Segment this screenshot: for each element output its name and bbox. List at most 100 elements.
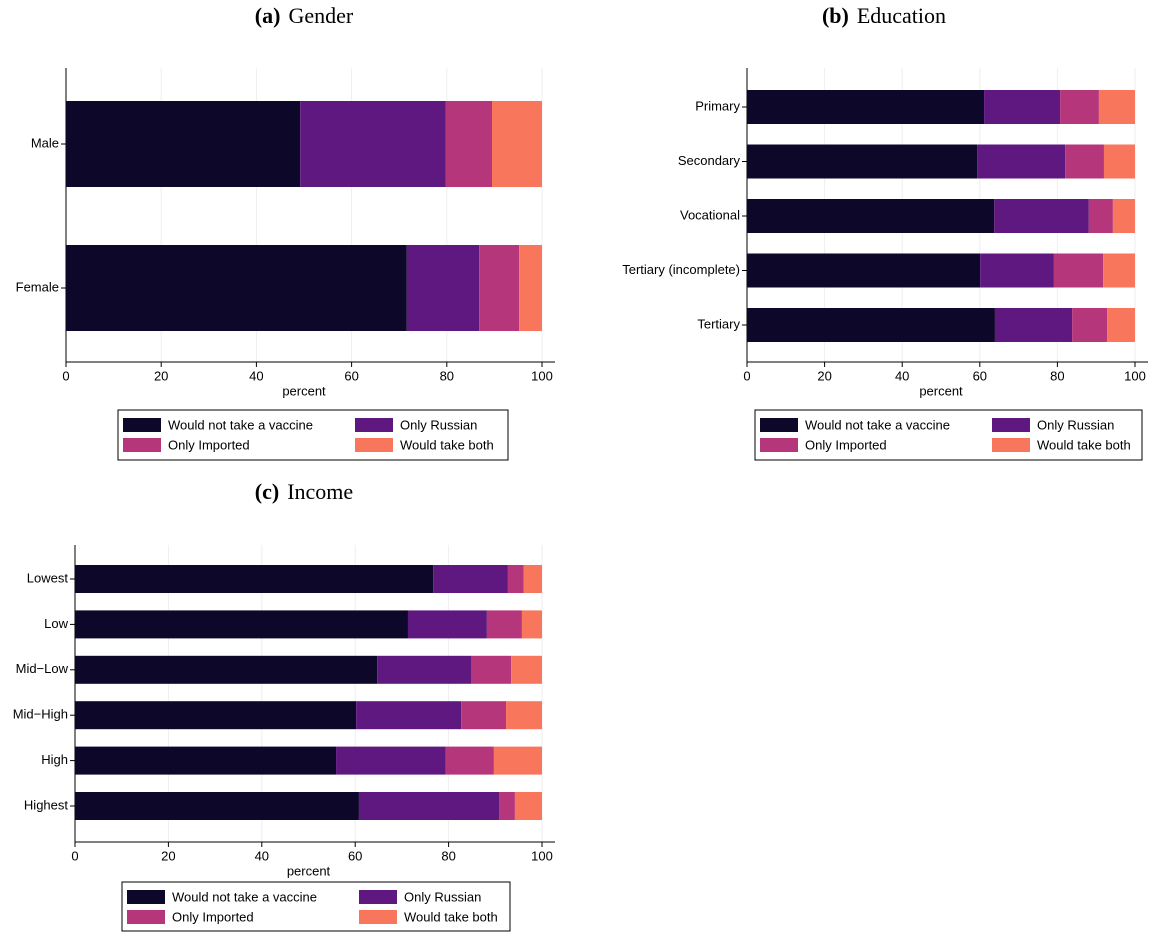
bar-segment <box>1103 144 1135 179</box>
legend-label: Only Imported <box>168 437 250 452</box>
legend-swatch <box>355 418 393 432</box>
bar-segment <box>984 90 1061 124</box>
x-tick-label: 20 <box>154 368 168 383</box>
legend-swatch <box>760 418 798 432</box>
bar-segment <box>445 746 494 775</box>
bar-segment <box>1098 90 1135 124</box>
bar-segment <box>75 746 337 775</box>
bar-segment <box>75 610 408 639</box>
y-tick-label: Highest <box>24 797 68 812</box>
legend-label: Only Russian <box>404 889 481 904</box>
bar-segment <box>1088 199 1113 233</box>
legend-swatch <box>359 890 397 904</box>
y-tick-label: Low <box>44 616 68 631</box>
bar-segment <box>300 101 446 187</box>
legend-label: Would take both <box>400 437 494 452</box>
x-tick-label: 100 <box>531 848 553 863</box>
bar-segment <box>493 746 542 775</box>
bar-segment <box>1107 308 1135 342</box>
legend-label: Only Russian <box>1037 417 1114 432</box>
legend-swatch <box>127 890 165 904</box>
legend-label: Would take both <box>404 909 498 924</box>
x-tick-label: 60 <box>344 368 358 383</box>
bar-segment <box>514 792 542 820</box>
bar-segment <box>1065 144 1104 179</box>
bar-segment <box>747 90 985 124</box>
bar-segment <box>747 199 995 233</box>
title-label: (a) <box>255 3 281 28</box>
x-tick-label: 40 <box>255 848 269 863</box>
bar-segment <box>506 701 542 730</box>
bar-segment <box>445 101 493 187</box>
bar-segment <box>461 701 507 730</box>
x-tick-label: 100 <box>1124 368 1146 383</box>
bar-segment <box>66 101 301 187</box>
bar-segment <box>1060 90 1099 124</box>
bar-segment <box>377 655 472 684</box>
x-axis-label: percent <box>282 383 326 398</box>
bar-segment <box>407 610 487 639</box>
bar-segment <box>499 792 515 820</box>
x-axis-label: percent <box>919 383 963 398</box>
legend-swatch <box>760 438 798 452</box>
bar-segment <box>75 701 357 730</box>
bar-segment <box>994 199 1089 233</box>
bar-segment <box>75 565 434 593</box>
bar-segment <box>479 245 520 331</box>
legend-label: Would take both <box>1037 437 1131 452</box>
bar-segment <box>406 245 480 331</box>
bar-segment <box>747 308 995 342</box>
x-tick-label: 80 <box>1050 368 1064 383</box>
legend-box <box>117 409 509 461</box>
legend-swatch <box>992 418 1030 432</box>
y-tick-label: Secondary <box>678 153 741 168</box>
bar-segment <box>521 610 542 639</box>
chart-title: (a) Gender <box>255 3 354 28</box>
bar-segment <box>980 253 1054 288</box>
legend-label: Would not take a vaccine <box>168 417 313 432</box>
legend-swatch <box>992 438 1030 452</box>
bar-segment <box>75 655 378 684</box>
bar-segment <box>747 144 978 179</box>
x-tick-label: 40 <box>249 368 263 383</box>
y-tick-label: Male <box>31 135 59 150</box>
y-tick-label: Vocational <box>680 207 740 222</box>
bar-segment <box>433 565 508 593</box>
x-tick-label: 60 <box>348 848 362 863</box>
legend-label: Only Imported <box>805 437 887 452</box>
x-axis-label: percent <box>287 863 331 878</box>
legend-label: Only Imported <box>172 909 254 924</box>
chart-title: (b) Education <box>822 3 946 28</box>
title-text: Education <box>857 3 946 28</box>
bar-segment <box>75 792 359 820</box>
legend-label: Would not take a vaccine <box>805 417 950 432</box>
y-tick-label: High <box>41 752 68 767</box>
bar-segment <box>336 746 446 775</box>
x-tick-label: 20 <box>161 848 175 863</box>
x-tick-label: 60 <box>973 368 987 383</box>
legend-swatch <box>123 438 161 452</box>
bar-segment <box>1053 253 1104 288</box>
bar-segment <box>1112 199 1135 233</box>
legend-box <box>121 881 511 932</box>
y-tick-label: Mid−High <box>13 707 68 722</box>
title-label: (b) <box>822 3 849 28</box>
x-tick-label: 20 <box>817 368 831 383</box>
bar-segment <box>1103 253 1135 288</box>
title-text: Gender <box>288 3 353 28</box>
x-tick-label: 80 <box>440 368 454 383</box>
bar-segment <box>358 792 500 820</box>
y-tick-label: Lowest <box>27 570 69 585</box>
bar-segment <box>66 245 407 331</box>
y-tick-label: Tertiary <box>697 316 740 331</box>
legend-label: Would not take a vaccine <box>172 889 317 904</box>
legend-swatch <box>355 438 393 452</box>
y-tick-label: Mid−Low <box>16 661 69 676</box>
legend-swatch <box>123 418 161 432</box>
x-tick-label: 0 <box>743 368 750 383</box>
bar-segment <box>523 565 542 593</box>
legend-box <box>754 409 1143 461</box>
bar-segment <box>994 308 1073 342</box>
title-text: Income <box>287 479 353 504</box>
